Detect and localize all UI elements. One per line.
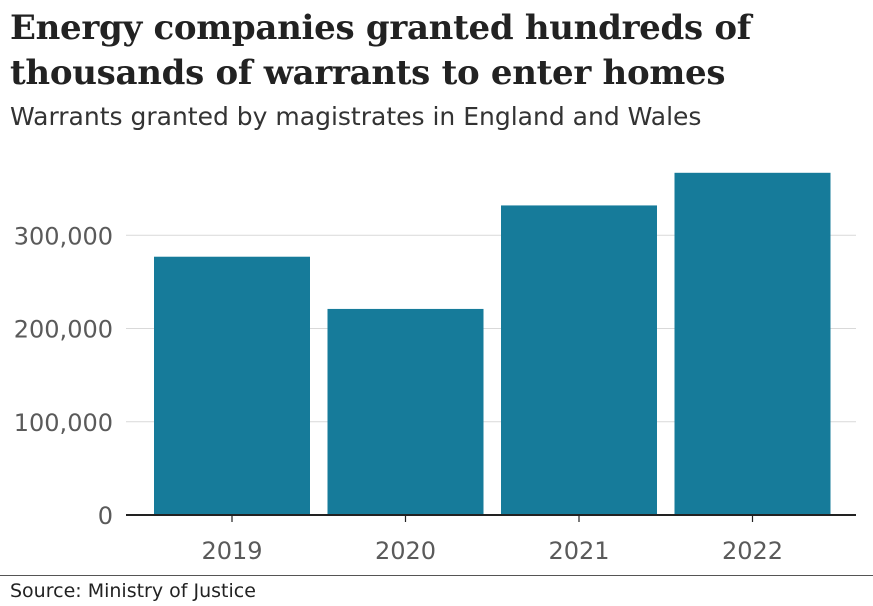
y-tick-label: 100,000 [14, 409, 113, 437]
bar-2021 [501, 205, 657, 515]
bar-2019 [154, 256, 310, 515]
y-tick-label: 300,000 [14, 222, 113, 250]
x-axis-tick-labels: 2019 2020 2021 2022 [201, 537, 783, 565]
axes [126, 514, 856, 522]
bar-2022 [674, 172, 831, 515]
y-tick-label: 0 [98, 502, 113, 530]
bars [154, 172, 831, 515]
chart-subtitle: Warrants granted by magistrates in Engla… [10, 102, 702, 131]
x-tick-label: 2022 [722, 537, 783, 565]
source-divider [0, 575, 873, 576]
y-axis-tick-labels: 0 100,000 200,000 300,000 [14, 222, 113, 530]
x-tick-label: 2019 [201, 537, 262, 565]
bar-2020 [327, 308, 484, 515]
source-note: Source: Ministry of Justice [10, 580, 256, 602]
x-tick-label: 2020 [375, 537, 436, 565]
x-tick-label: 2021 [548, 537, 609, 565]
chart-title: Energy companies granted hundreds of tho… [10, 8, 752, 93]
y-tick-label: 200,000 [14, 316, 113, 344]
